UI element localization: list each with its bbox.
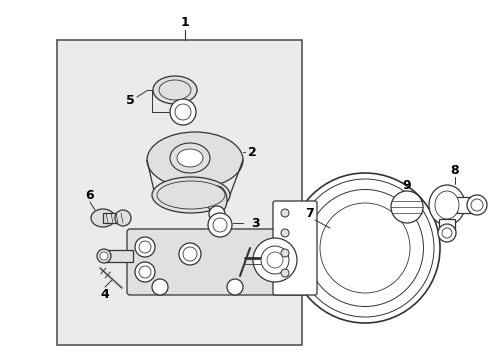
Ellipse shape — [152, 177, 229, 213]
Ellipse shape — [441, 228, 451, 238]
Text: 7: 7 — [305, 207, 314, 220]
Text: 6: 6 — [85, 189, 94, 202]
Circle shape — [266, 252, 283, 268]
Circle shape — [97, 249, 111, 263]
Circle shape — [183, 247, 197, 261]
Circle shape — [470, 199, 482, 211]
FancyBboxPatch shape — [272, 201, 316, 295]
Circle shape — [281, 269, 288, 277]
Ellipse shape — [147, 132, 243, 188]
Circle shape — [281, 229, 288, 237]
Ellipse shape — [428, 185, 464, 225]
Ellipse shape — [175, 104, 191, 120]
Text: 2: 2 — [247, 145, 256, 158]
Ellipse shape — [177, 149, 203, 167]
Ellipse shape — [91, 209, 115, 227]
Circle shape — [135, 262, 155, 282]
Circle shape — [179, 243, 201, 265]
Circle shape — [139, 266, 151, 278]
Text: 5: 5 — [125, 94, 134, 107]
Text: 3: 3 — [250, 216, 259, 230]
Circle shape — [281, 209, 288, 217]
Circle shape — [390, 191, 422, 223]
Text: 8: 8 — [450, 163, 458, 176]
Text: 1: 1 — [180, 15, 189, 28]
Ellipse shape — [159, 80, 191, 100]
Ellipse shape — [170, 143, 209, 173]
Ellipse shape — [437, 224, 455, 242]
Ellipse shape — [153, 76, 197, 104]
Circle shape — [295, 179, 433, 317]
Text: 9: 9 — [402, 179, 410, 192]
Bar — [438, 219, 454, 235]
Bar — [456, 197, 476, 213]
Ellipse shape — [208, 206, 224, 222]
Circle shape — [139, 241, 151, 253]
FancyBboxPatch shape — [127, 229, 307, 295]
Bar — [105, 250, 133, 262]
Bar — [57, 40, 302, 345]
Ellipse shape — [157, 181, 224, 209]
Circle shape — [152, 279, 168, 295]
Circle shape — [252, 238, 296, 282]
Bar — [103, 213, 123, 223]
Circle shape — [281, 249, 288, 257]
Ellipse shape — [115, 210, 131, 226]
Ellipse shape — [213, 218, 226, 232]
Ellipse shape — [207, 213, 231, 237]
Ellipse shape — [170, 99, 196, 125]
Circle shape — [135, 237, 155, 257]
Circle shape — [306, 189, 423, 306]
Circle shape — [226, 279, 243, 295]
Circle shape — [261, 246, 288, 274]
Ellipse shape — [434, 191, 458, 219]
Text: 4: 4 — [101, 288, 109, 302]
Circle shape — [319, 203, 409, 293]
Ellipse shape — [206, 186, 226, 214]
Circle shape — [289, 173, 439, 323]
Circle shape — [100, 252, 108, 260]
Circle shape — [466, 195, 486, 215]
